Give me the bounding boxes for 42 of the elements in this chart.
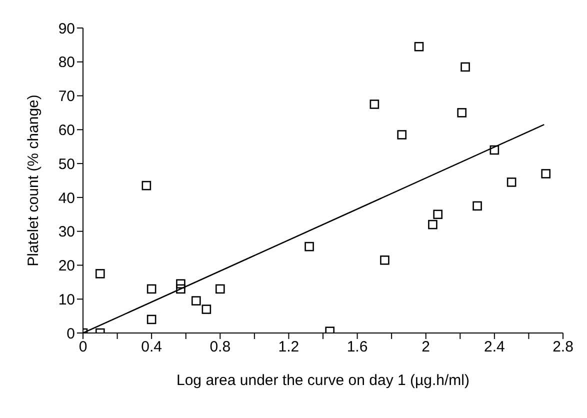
point [202,304,212,314]
point [191,296,201,306]
x-tick-label: 2 [422,338,430,356]
point [397,130,407,140]
point [380,255,390,265]
y-tick-label: 90 [58,20,75,38]
x-axis-title: Log area under the curve on day 1 (µg.h/ml) [176,372,470,389]
point [506,178,516,187]
point [370,100,380,109]
point [414,42,424,52]
point [176,279,186,289]
x-tick-label: 1.2 [278,338,300,356]
x-tick-label: 0.8 [210,338,231,356]
x-tick-label: 2.8 [552,338,574,356]
point [490,145,500,155]
x-tick-label: 1.6 [346,338,368,356]
y-tick-label: 40 [58,190,75,207]
point [433,210,443,220]
point [457,108,467,118]
y-tick-label: 60 [58,122,75,139]
y-tick-label: 10 [58,291,75,308]
x-tick-label: 0 [78,338,88,356]
y-tick-label: 70 [58,88,75,106]
y-tick-label: 50 [58,156,75,173]
point [95,269,105,278]
point [460,62,470,72]
point [142,180,152,190]
point [215,284,225,294]
y-tick-label: 20 [58,258,75,275]
point [146,284,156,294]
point [428,220,438,230]
point [146,314,156,324]
y-tick-label: 0 [66,325,75,342]
point [541,169,551,178]
x-tick-label: 2.4 [484,338,505,356]
point [304,242,314,252]
y-tick-label: 80 [58,54,75,72]
y-axis-title: Platelet count (% change) [25,94,42,266]
x-tick-label: 0.4 [141,338,162,356]
y-tick-label: 30 [58,224,75,241]
point [472,201,482,211]
point [176,284,186,294]
